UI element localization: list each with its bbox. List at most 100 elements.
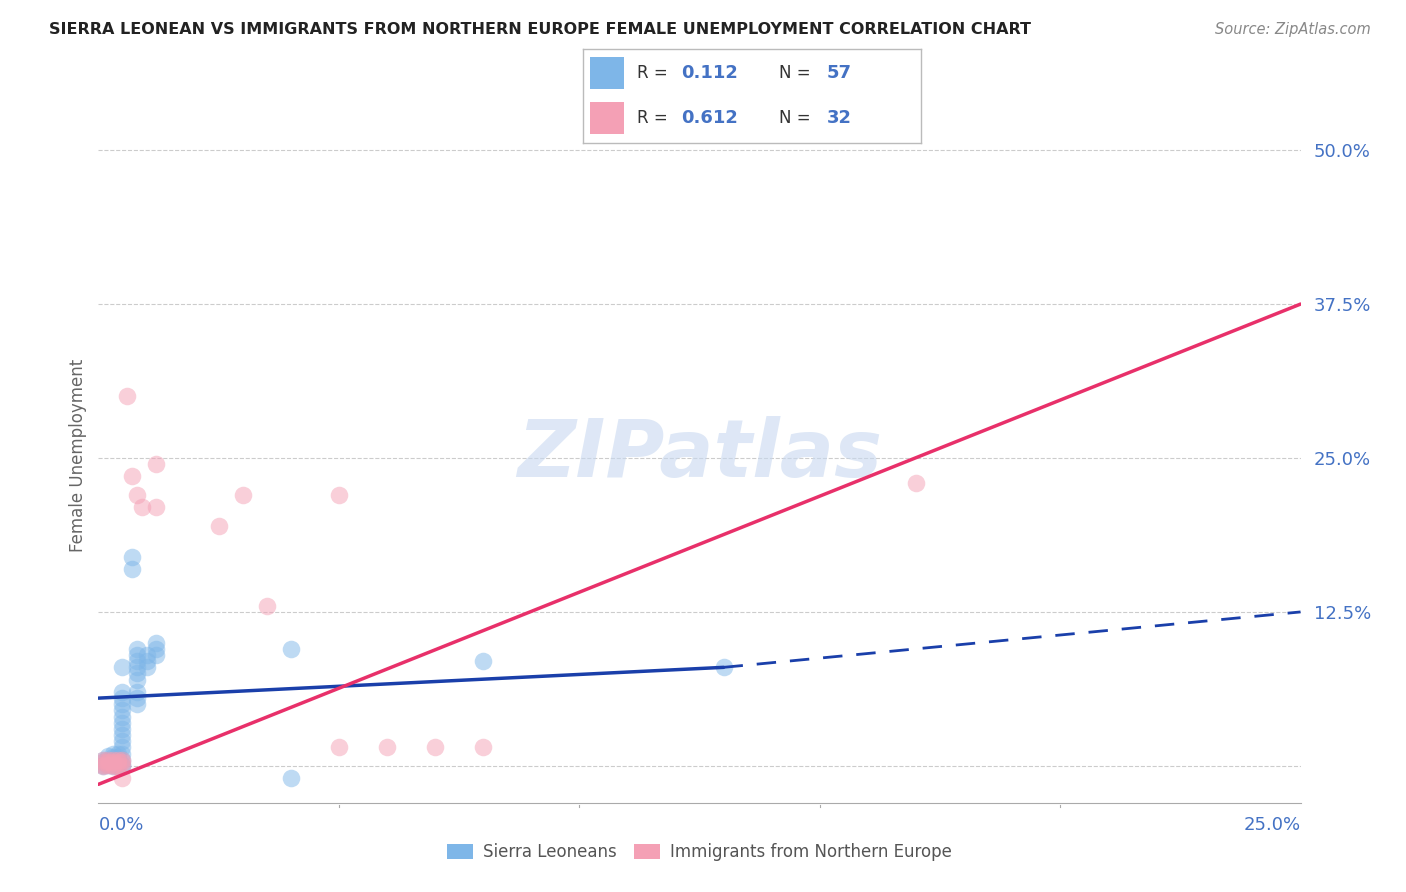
Point: [107, 753, 129, 767]
Text: N =: N =: [779, 110, 815, 128]
Point: [91, 759, 114, 773]
Point: [111, 722, 134, 736]
Point: [107, 750, 129, 764]
Text: Source: ZipAtlas.com: Source: ZipAtlas.com: [1215, 22, 1371, 37]
Point: [375, 740, 398, 755]
Point: [145, 641, 167, 656]
Point: [101, 759, 124, 773]
Text: 57: 57: [827, 64, 852, 82]
Point: [101, 747, 124, 761]
Point: [135, 654, 157, 668]
Point: [125, 685, 148, 699]
Point: [125, 648, 148, 662]
Point: [111, 747, 134, 761]
Point: [91, 757, 114, 772]
Point: [101, 757, 124, 772]
Point: [111, 728, 134, 742]
Point: [111, 755, 134, 769]
Point: [145, 648, 167, 662]
Point: [125, 654, 148, 668]
Point: [328, 488, 350, 502]
Point: [472, 654, 495, 668]
Text: 0.612: 0.612: [682, 110, 738, 128]
Text: 0.0%: 0.0%: [98, 816, 143, 834]
Point: [97, 757, 120, 772]
Point: [97, 755, 120, 769]
Point: [91, 759, 114, 773]
Point: [111, 698, 134, 712]
Text: ZIPatlas: ZIPatlas: [517, 416, 882, 494]
Point: [97, 757, 120, 772]
Point: [91, 755, 114, 769]
Point: [111, 759, 134, 773]
Text: SIERRA LEONEAN VS IMMIGRANTS FROM NORTHERN EUROPE FEMALE UNEMPLOYMENT CORRELATIO: SIERRA LEONEAN VS IMMIGRANTS FROM NORTHE…: [49, 22, 1031, 37]
Point: [125, 660, 148, 674]
Point: [97, 749, 120, 764]
Point: [91, 753, 114, 767]
Point: [111, 734, 134, 748]
Point: [91, 755, 114, 769]
Point: [111, 685, 134, 699]
Point: [121, 549, 143, 564]
Point: [111, 703, 134, 717]
Point: [101, 753, 124, 767]
Point: [145, 500, 167, 515]
Point: [117, 389, 139, 403]
Point: [135, 648, 157, 662]
Point: [111, 753, 134, 767]
Point: [232, 488, 254, 502]
Point: [713, 660, 735, 674]
Point: [91, 753, 114, 767]
Point: [111, 709, 134, 723]
Point: [101, 755, 124, 769]
Point: [125, 691, 148, 706]
Point: [107, 759, 129, 773]
Point: [91, 757, 114, 772]
Point: [256, 599, 278, 613]
Point: [145, 636, 167, 650]
Point: [208, 518, 231, 533]
Point: [423, 740, 446, 755]
Point: [101, 755, 124, 769]
Point: [107, 755, 129, 769]
Bar: [591, 57, 624, 89]
Point: [111, 757, 134, 772]
Point: [328, 740, 350, 755]
Point: [125, 673, 148, 687]
Legend: Sierra Leoneans, Immigrants from Northern Europe: Sierra Leoneans, Immigrants from Norther…: [440, 836, 959, 868]
Text: 25.0%: 25.0%: [1243, 816, 1301, 834]
Point: [111, 740, 134, 755]
Point: [472, 740, 495, 755]
Point: [101, 757, 124, 772]
Text: N =: N =: [779, 64, 815, 82]
Point: [97, 753, 120, 767]
Point: [101, 759, 124, 773]
Y-axis label: Female Unemployment: Female Unemployment: [69, 359, 87, 551]
Point: [111, 759, 134, 773]
Point: [107, 747, 129, 761]
Point: [101, 753, 124, 767]
Point: [135, 660, 157, 674]
Point: [107, 755, 129, 769]
Point: [125, 666, 148, 681]
Point: [107, 753, 129, 767]
Point: [125, 698, 148, 712]
Point: [280, 771, 302, 785]
Point: [125, 488, 148, 502]
Point: [111, 691, 134, 706]
Point: [121, 469, 143, 483]
Point: [131, 500, 153, 515]
Point: [107, 759, 129, 773]
Point: [111, 660, 134, 674]
Point: [97, 753, 120, 767]
Point: [145, 457, 167, 471]
Bar: [591, 103, 624, 135]
Text: 0.112: 0.112: [682, 64, 738, 82]
Point: [111, 753, 134, 767]
Point: [121, 562, 143, 576]
Point: [904, 475, 927, 490]
Text: R =: R =: [637, 64, 673, 82]
Point: [125, 641, 148, 656]
Point: [107, 757, 129, 772]
Text: R =: R =: [637, 110, 673, 128]
